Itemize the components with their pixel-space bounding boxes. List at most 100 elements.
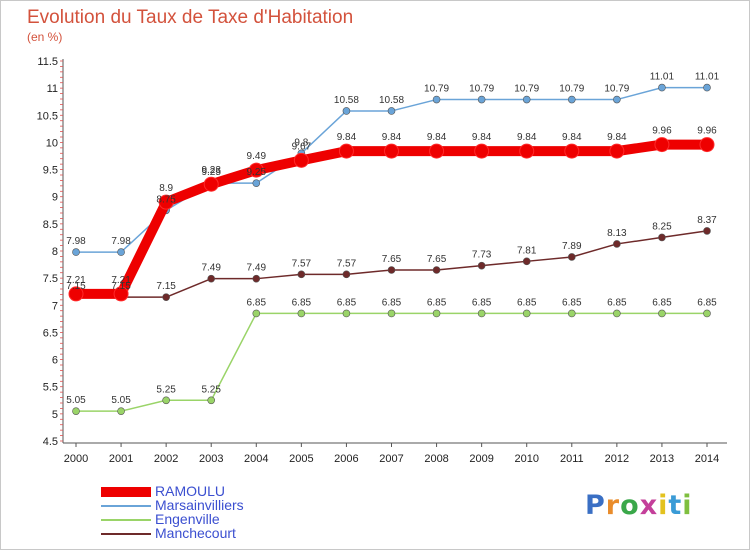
y-tick-label: 10 bbox=[46, 137, 58, 149]
chart-title: Evolution du Taux de Taxe d'Habitation bbox=[27, 7, 354, 28]
data-label: 7.15 bbox=[66, 281, 86, 292]
data-label: 7.49 bbox=[201, 263, 221, 274]
data-label: 9.8 bbox=[294, 137, 308, 148]
data-point bbox=[658, 233, 666, 242]
data-point bbox=[113, 286, 129, 302]
legend-label: RAMOULU bbox=[155, 483, 226, 499]
legend-swatch bbox=[101, 487, 151, 497]
data-label: 7.73 bbox=[472, 250, 492, 261]
data-label: 6.85 bbox=[382, 297, 402, 308]
data-label: 10.79 bbox=[559, 84, 584, 95]
data-label: 7.57 bbox=[292, 258, 312, 269]
y-tick-label: 11 bbox=[47, 83, 58, 95]
x-tick-label: 2011 bbox=[560, 453, 584, 465]
y-tick-label: 6.5 bbox=[43, 327, 58, 339]
data-point bbox=[342, 270, 351, 279]
data-point bbox=[658, 83, 666, 92]
y-tick-label: 7 bbox=[52, 300, 58, 312]
data-label: 10.79 bbox=[604, 84, 629, 95]
data-point bbox=[613, 95, 621, 104]
data-point bbox=[387, 309, 396, 318]
data-label: 7.15 bbox=[111, 281, 131, 292]
data-point bbox=[252, 179, 261, 187]
data-label: 7.65 bbox=[382, 254, 402, 265]
x-tick-label: 2000 bbox=[64, 453, 88, 465]
data-point bbox=[519, 143, 535, 159]
series-layer bbox=[68, 83, 715, 415]
data-label: 9.84 bbox=[382, 132, 402, 143]
x-tick-label: 2012 bbox=[605, 453, 629, 465]
data-label: 10.79 bbox=[514, 84, 539, 95]
y-tick-label: 9.5 bbox=[43, 165, 58, 177]
data-label: 5.05 bbox=[66, 395, 86, 406]
data-label: 9.84 bbox=[337, 132, 357, 143]
logo-letter: P bbox=[585, 490, 606, 521]
x-tick-label: 2010 bbox=[514, 453, 538, 465]
data-point bbox=[162, 396, 170, 405]
legend-swatch bbox=[101, 533, 151, 535]
data-label: 8.13 bbox=[607, 228, 627, 239]
chart-axes: 4.5 5 5.5 6 6.5 7 7.5 8 8.5 9 9.5 10 10.5 11 11.5 2000 2… bbox=[37, 56, 727, 465]
data-point bbox=[567, 253, 576, 261]
data-label: 6.85 bbox=[292, 297, 312, 308]
x-tick-label: 2004 bbox=[244, 453, 268, 465]
series-ramoulu bbox=[68, 137, 715, 302]
data-label: 6.85 bbox=[607, 297, 627, 308]
data-label: 10.79 bbox=[424, 84, 449, 95]
series-line bbox=[75, 312, 708, 412]
x-tick-label: 2014 bbox=[695, 453, 719, 465]
data-point bbox=[342, 107, 351, 115]
data-label: 7.57 bbox=[337, 258, 357, 269]
data-point bbox=[613, 309, 621, 318]
x-tick-label: 2009 bbox=[469, 453, 493, 465]
x-tick-label: 2007 bbox=[379, 453, 403, 465]
data-label: 9.23 bbox=[201, 165, 221, 176]
data-label: 10.79 bbox=[469, 84, 494, 95]
legend-label: Manchecourt bbox=[155, 525, 236, 541]
data-label: 6.85 bbox=[652, 297, 672, 308]
data-label: 5.05 bbox=[111, 395, 131, 406]
data-point bbox=[703, 309, 711, 318]
data-point bbox=[564, 143, 580, 159]
data-label: 7.65 bbox=[427, 254, 447, 265]
y-tick-label: 10.5 bbox=[37, 110, 58, 122]
data-point bbox=[609, 143, 625, 159]
legend-swatch bbox=[101, 505, 151, 507]
data-point bbox=[387, 107, 396, 115]
y-tick-label: 9 bbox=[52, 192, 58, 204]
x-tick-label: 2002 bbox=[154, 453, 178, 465]
data-label: 7.98 bbox=[66, 236, 86, 247]
data-label: 9.84 bbox=[607, 132, 627, 143]
data-label: 7.49 bbox=[247, 263, 267, 274]
data-label: 10.58 bbox=[379, 95, 404, 106]
data-point bbox=[703, 227, 711, 235]
data-point bbox=[342, 309, 351, 318]
data-label: 8.25 bbox=[652, 221, 672, 232]
legend-label: Engenville bbox=[155, 511, 220, 527]
data-point bbox=[338, 143, 354, 159]
data-point bbox=[477, 309, 486, 318]
logo-letter: x bbox=[639, 490, 659, 521]
data-label: 6.85 bbox=[337, 297, 357, 308]
data-point bbox=[429, 143, 445, 159]
data-point bbox=[117, 407, 125, 415]
x-tick-label: 2001 bbox=[109, 453, 133, 465]
data-label: 9.96 bbox=[697, 126, 717, 137]
data-label: 11.01 bbox=[695, 72, 720, 83]
y-tick-label: 6 bbox=[52, 355, 58, 367]
x-tick-label: 2005 bbox=[289, 453, 313, 465]
data-label: 8.9 bbox=[159, 183, 173, 194]
data-label: 7.98 bbox=[111, 236, 131, 247]
data-point bbox=[158, 194, 174, 210]
data-label: 9.84 bbox=[517, 132, 537, 143]
legend-swatch bbox=[101, 519, 151, 521]
proxiti-logo: Proxiti bbox=[585, 490, 693, 521]
data-point bbox=[387, 266, 396, 274]
data-point bbox=[252, 309, 261, 318]
data-label: 6.85 bbox=[562, 297, 582, 308]
data-point bbox=[522, 95, 531, 104]
data-point bbox=[703, 83, 711, 92]
y-tick-label: 8 bbox=[52, 246, 58, 258]
data-label: 9.25 bbox=[201, 167, 221, 178]
